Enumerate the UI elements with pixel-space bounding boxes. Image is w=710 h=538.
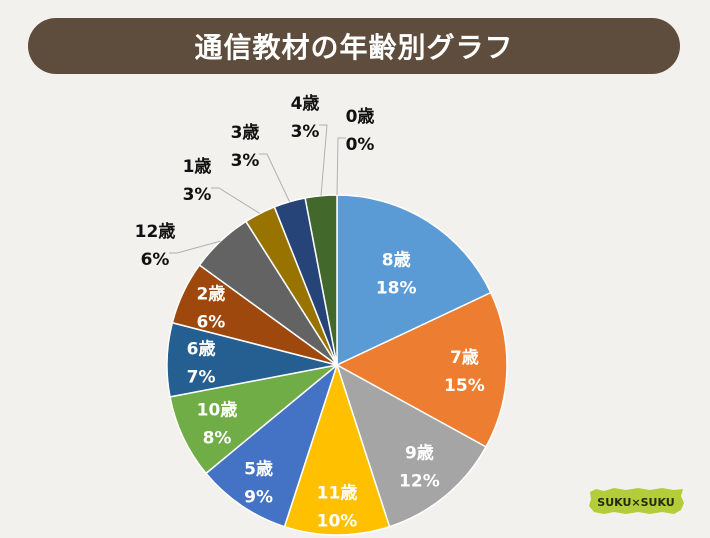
slice-value-7-sai: 15% xyxy=(444,376,485,396)
slice-label-5-sai: 5歳 xyxy=(244,458,273,479)
slice-label-1-sai: 1歳 xyxy=(183,156,212,177)
slice-label-7-sai: 7歳 xyxy=(450,347,479,368)
sukusuku-logo: SUKU×SUKU xyxy=(589,488,684,514)
slice-label-11-sai: 11歳 xyxy=(317,482,358,503)
slice-label-6-sai: 6歳 xyxy=(187,339,216,360)
pie-slice-9-sai xyxy=(336,364,487,528)
slice-value-8-sai: 18% xyxy=(376,279,417,299)
logo-brush-shape xyxy=(589,488,684,514)
slice-label-9-sai: 9歳 xyxy=(405,443,434,464)
leader-line-1-sai xyxy=(211,187,261,214)
pie-slice-8-sai xyxy=(336,194,492,366)
slice-label-0-sai: 0歳 xyxy=(346,106,375,127)
slice-label-3-sai: 3歳 xyxy=(231,122,260,143)
leader-line-12-sai xyxy=(169,240,221,254)
slice-value-3-sai: 3% xyxy=(231,151,260,171)
data-labels: 8歳 18% 7歳 15% 9歳 12% 11歳 10% 5歳 9% 10歳 8% 6歳 7% 2歳 6% 12… xyxy=(135,93,485,531)
slice-label-8-sai: 8歳 xyxy=(382,250,411,271)
slice-value-10-sai: 8% xyxy=(203,429,232,449)
pie-slice-11-sai xyxy=(283,364,391,536)
slice-value-2-sai: 6% xyxy=(196,313,225,333)
slice-value-12-sai: 6% xyxy=(141,250,170,270)
pie-wedges xyxy=(166,194,508,536)
leader-line-0-sai xyxy=(336,137,346,196)
slice-label-10-sai: 10歳 xyxy=(197,400,238,421)
slice-label-4-sai: 4歳 xyxy=(291,93,320,114)
slice-value-1-sai: 3% xyxy=(183,185,212,205)
leader-lines xyxy=(169,124,346,254)
slice-value-5-sai: 9% xyxy=(244,487,273,507)
leader-line-3-sai xyxy=(259,153,291,203)
slice-label-12-sai: 12歳 xyxy=(135,221,176,242)
slice-value-9-sai: 12% xyxy=(399,472,440,492)
slice-label-2-sai: 2歳 xyxy=(196,284,225,305)
slice-value-4-sai: 3% xyxy=(291,122,320,142)
logo-text: SUKU×SUKU xyxy=(597,496,674,509)
pie-slice-5-sai xyxy=(205,364,338,528)
slice-value-6-sai: 7% xyxy=(187,368,216,388)
leader-line-4-sai xyxy=(319,124,328,196)
slice-value-11-sai: 10% xyxy=(317,511,358,531)
slice-value-0-sai: 0% xyxy=(346,135,375,155)
pie-slice-7-sai xyxy=(336,291,508,448)
title-banner: 通信教材の年齢別グラフ xyxy=(28,18,680,74)
chart-title: 通信教材の年齢別グラフ xyxy=(194,31,514,64)
